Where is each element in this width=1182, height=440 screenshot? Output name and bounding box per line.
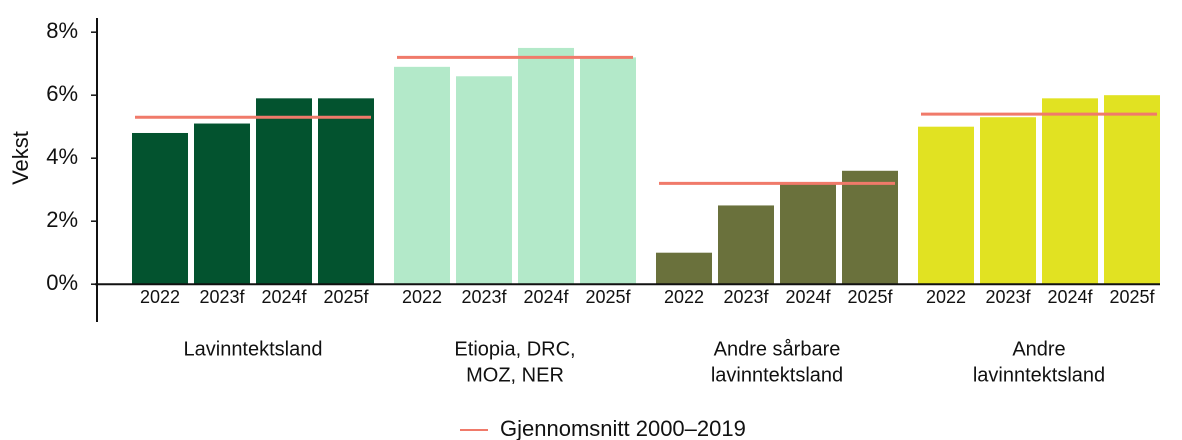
x-tick-label: 2025f <box>323 287 369 307</box>
group-label: Andre sårbare <box>714 338 841 360</box>
y-tick-label: 6% <box>46 81 78 106</box>
x-tick-label: 2025f <box>847 287 893 307</box>
bar <box>980 117 1036 285</box>
group-label: Lavinntektsland <box>184 338 323 360</box>
bar <box>318 98 374 285</box>
x-tick-label: 2023f <box>199 287 245 307</box>
bar <box>1104 95 1160 285</box>
y-tick-label: 2% <box>46 207 78 232</box>
x-tick-label: 2022 <box>926 287 966 307</box>
x-tick-label: 2023f <box>723 287 769 307</box>
x-tick-label: 2024f <box>1047 287 1093 307</box>
x-tick-label: 2024f <box>523 287 569 307</box>
x-tick-label: 2025f <box>1109 287 1155 307</box>
bar <box>132 132 188 285</box>
bar <box>456 76 512 285</box>
y-tick-label: 8% <box>46 18 78 43</box>
y-tick-label: 4% <box>46 144 78 169</box>
x-tick-label: 2022 <box>140 287 180 307</box>
x-tick-label: 2025f <box>585 287 631 307</box>
group-label: lavinntektsland <box>973 364 1105 386</box>
bar <box>518 47 574 285</box>
group-label: Etiopia, DRC, <box>454 338 575 360</box>
x-tick-label: 2023f <box>985 287 1031 307</box>
legend-label: Gjennomsnitt 2000–2019 <box>500 416 746 440</box>
bar <box>580 57 636 285</box>
bar <box>256 98 312 285</box>
group-label: Andre <box>1012 338 1065 360</box>
group-label: lavinntektsland <box>711 364 843 386</box>
group-label: MOZ, NER <box>466 364 564 386</box>
bar <box>1042 98 1098 285</box>
bar <box>780 183 836 285</box>
bar <box>918 126 974 285</box>
bar <box>194 123 250 285</box>
x-tick-label: 2024f <box>261 287 307 307</box>
x-tick-label: 2022 <box>402 287 442 307</box>
bar <box>718 205 774 285</box>
y-tick-label: 0% <box>46 270 78 295</box>
y-axis-label: Vekst <box>8 131 33 185</box>
x-tick-label: 2024f <box>785 287 831 307</box>
bar <box>394 66 450 285</box>
bar <box>842 170 898 285</box>
x-tick-label: 2023f <box>461 287 507 307</box>
bar <box>656 252 712 285</box>
x-tick-label: 2022 <box>664 287 704 307</box>
